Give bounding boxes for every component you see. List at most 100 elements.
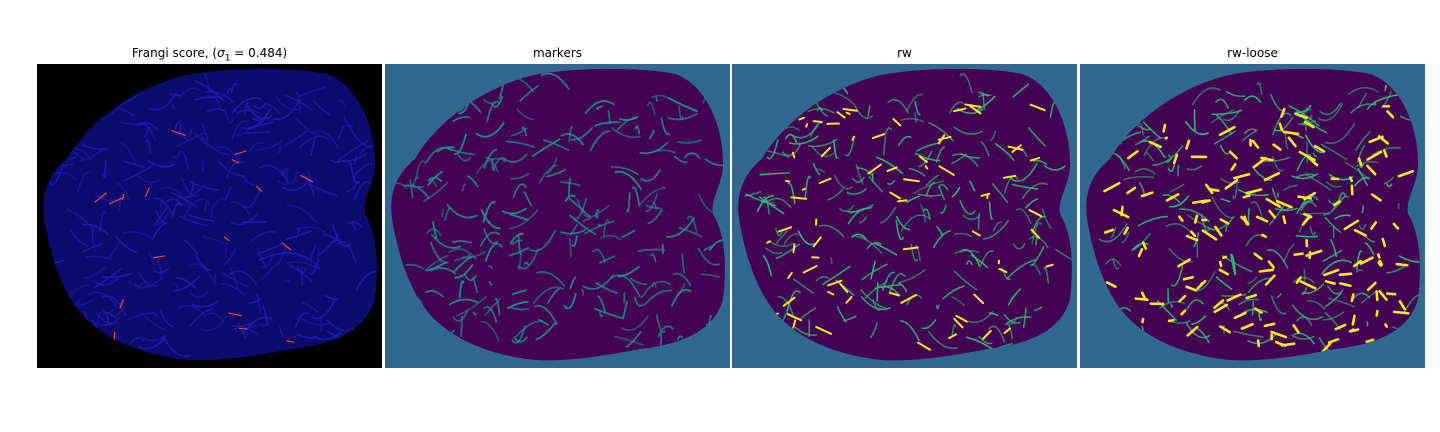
vessel-segment <box>895 216 911 231</box>
vessel-segment <box>647 208 664 225</box>
vessel-segment <box>914 100 921 116</box>
vessel-segment <box>213 273 217 285</box>
vessel-segment <box>452 309 469 322</box>
vessel-segment <box>464 274 477 282</box>
vessel-segment <box>293 171 300 185</box>
vessel-highlight <box>792 243 796 254</box>
vessel-segment <box>295 117 321 137</box>
vessel-segment <box>183 198 206 219</box>
vessel-segment <box>480 320 500 342</box>
vessel-segment <box>453 254 470 262</box>
vessel-segment <box>1220 198 1231 203</box>
vessel-segment <box>115 235 137 254</box>
vessel-highlight <box>839 282 849 294</box>
vessel-segment <box>285 167 289 184</box>
vessel-segment <box>1031 215 1046 234</box>
vessel-segment <box>347 221 363 228</box>
vessel-segment <box>932 230 951 248</box>
panel-title-rw-loose: rw-loose <box>1227 46 1278 60</box>
vessel-segment <box>876 156 904 175</box>
vessel-segment <box>1110 227 1117 238</box>
vessel-segment <box>233 322 253 330</box>
vessel-highlight <box>1392 310 1410 315</box>
vessel-highlight <box>1233 311 1247 320</box>
vessel-highlight <box>1208 188 1220 192</box>
vessel-segment <box>475 121 505 138</box>
vessel-highlight <box>1178 294 1187 303</box>
vessel-segment <box>584 100 616 115</box>
vessel-segment <box>762 255 773 277</box>
vessel-segment <box>454 133 467 155</box>
vessel-highlight <box>937 135 952 141</box>
vessel-segment <box>787 182 796 205</box>
vessel-segment <box>1276 293 1282 299</box>
vessel-segment <box>1296 199 1314 215</box>
vessel-segment <box>179 215 209 227</box>
vessel-segment <box>509 213 529 221</box>
vessel-segment <box>807 138 838 148</box>
vessel-segment <box>1043 267 1050 284</box>
vessel-segment <box>187 213 215 222</box>
vessel-highlight <box>1180 309 1187 316</box>
vessel-segment <box>102 160 107 179</box>
vessel-segment <box>123 160 145 169</box>
vessel-segment <box>241 323 248 333</box>
vessel-highlight <box>1240 215 1250 226</box>
vessel-segment <box>660 117 671 136</box>
vessel-segment <box>155 261 163 278</box>
frangi-score-canvas <box>37 64 382 368</box>
vessel-segment <box>484 156 499 173</box>
vessel-segment <box>639 186 667 205</box>
vessel-segment <box>1170 265 1184 287</box>
vessel-segment <box>302 318 330 326</box>
vessel-segment <box>353 154 358 165</box>
vessel-segment <box>1022 307 1027 328</box>
vessel-segment <box>1312 152 1318 158</box>
vessel-highlight <box>1298 150 1316 162</box>
vessel-segment <box>600 234 622 241</box>
vessel-segment <box>876 282 879 302</box>
vessel-segment <box>488 280 493 286</box>
vessel-segment <box>594 121 621 127</box>
vessel-highlight <box>1385 292 1397 296</box>
vessel-segment <box>589 130 610 152</box>
vessel-segment <box>1243 128 1257 135</box>
vessel-segment <box>275 96 303 111</box>
vessel-highlight <box>1268 209 1276 219</box>
vessel-segment <box>195 80 225 102</box>
vessel-segment <box>670 288 692 307</box>
vessel-segment <box>1186 299 1204 310</box>
vessel-segment <box>286 204 317 222</box>
vessel-segment <box>523 261 530 266</box>
vessel-highlight <box>1137 247 1144 258</box>
vessel-segment <box>511 239 523 245</box>
vessel-highlight <box>1365 164 1377 176</box>
vessel-segment <box>1242 129 1259 142</box>
vessel-segment <box>506 300 529 310</box>
vessel-segment <box>942 285 965 300</box>
vessel-segment <box>122 231 152 238</box>
vessel-segment <box>262 304 269 326</box>
vessel-highlight <box>1240 322 1254 330</box>
vessel-segment <box>908 167 926 177</box>
vessel-highlight <box>1228 150 1238 160</box>
vessel-segment <box>784 126 800 131</box>
vessel-segment <box>225 185 233 200</box>
vessel-segment <box>1355 131 1371 151</box>
vessel-segment <box>948 101 964 114</box>
vessel-segment <box>405 263 424 270</box>
vessel-highlight <box>1365 338 1375 343</box>
vessel-segment <box>856 167 873 176</box>
vessel-segment <box>152 222 166 240</box>
vessel-segment <box>756 195 774 212</box>
vessel-segment <box>1350 103 1376 114</box>
vessel-segment <box>299 135 330 149</box>
vessel-segment <box>1256 82 1263 96</box>
vessel-segment <box>209 207 213 218</box>
vessel-highlight <box>1201 229 1218 241</box>
vessel-segment <box>950 295 966 307</box>
vessel-highlight <box>948 333 958 340</box>
vessel-segment <box>928 122 955 142</box>
vessel-segment <box>232 97 263 114</box>
vessel-segment <box>1021 182 1048 200</box>
